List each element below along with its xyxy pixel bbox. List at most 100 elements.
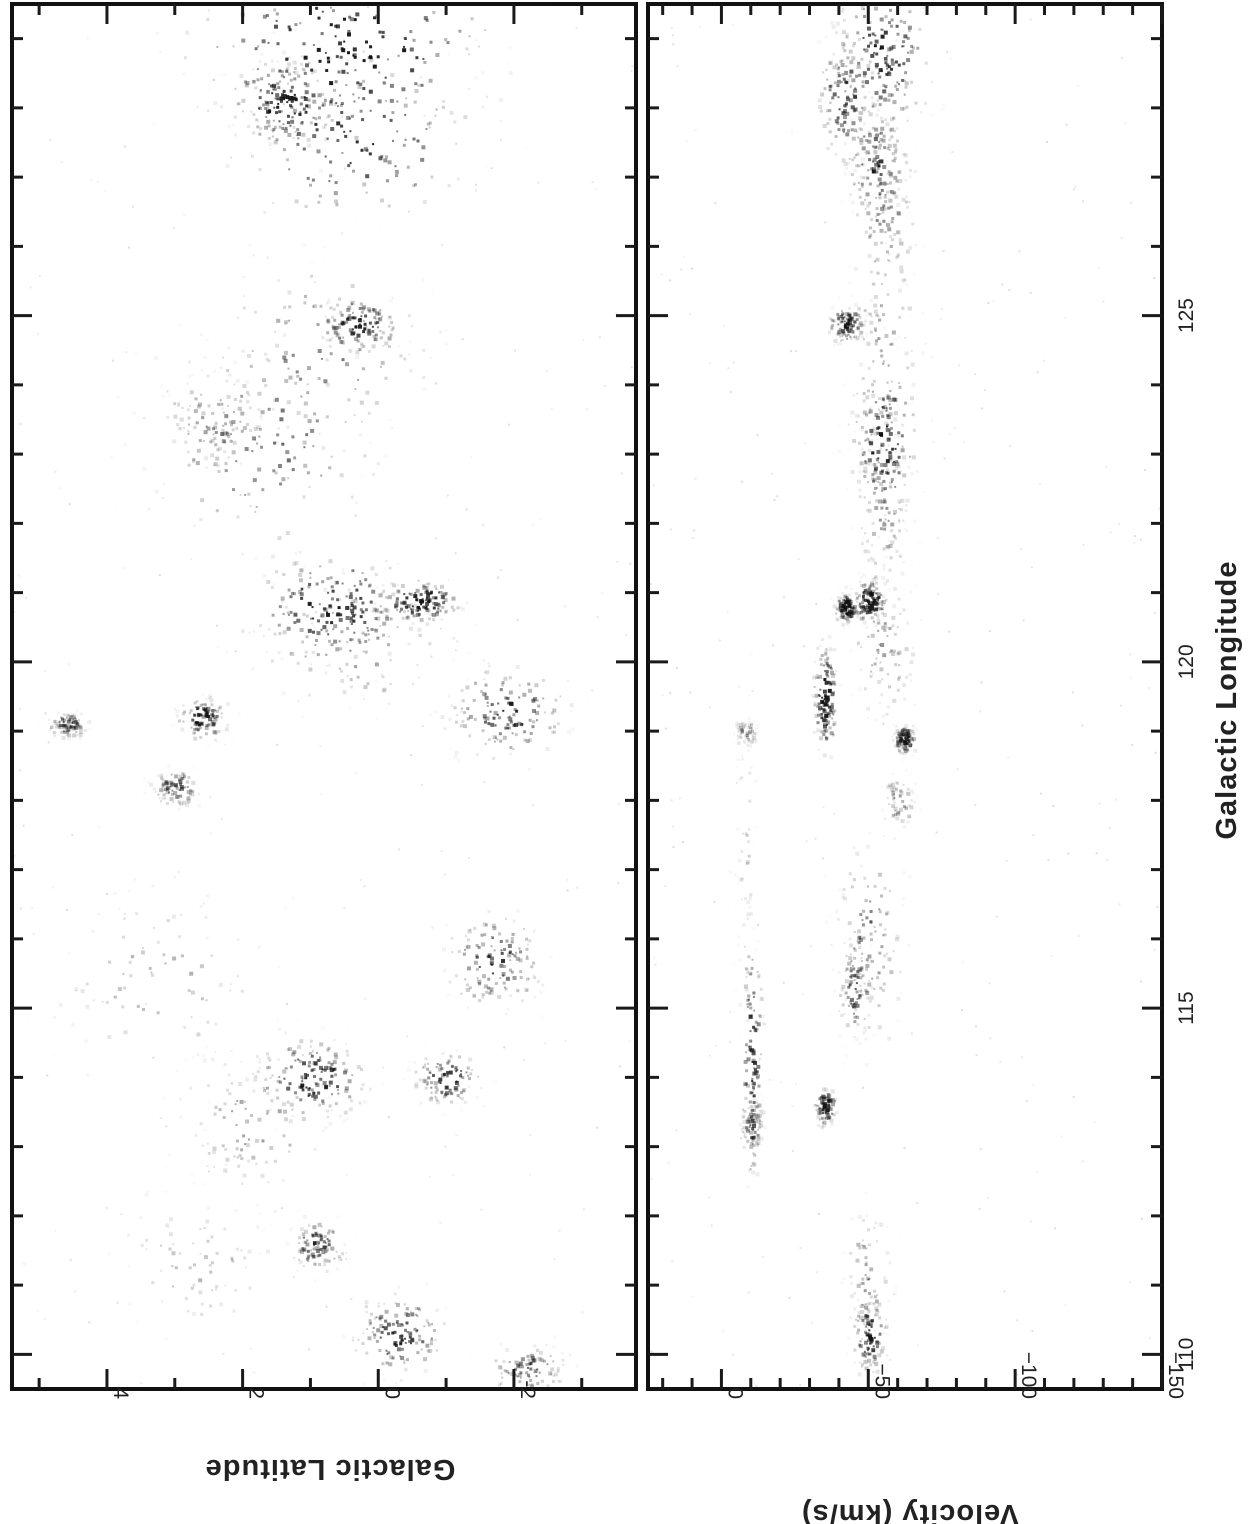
latitude-map-emission-pixel [254,86,258,89]
latitude-map-emission-pixel [323,245,326,248]
latitude-map-emission-pixel [550,1367,555,1372]
latitude-map-emission-pixel [337,1215,340,1218]
velocity-map-emission-pixel [898,288,902,293]
velocity-map-emission-pixel [895,460,899,464]
latitude-map-emission-pixel [179,777,183,781]
latitude-map-emission-pixel [238,1154,242,1158]
velocity-map-emission-pixel [891,152,895,156]
latitude-map-emission-pixel [281,93,284,97]
latitude-map-emission-pixel [442,601,446,605]
velocity-map-emission-pixel [858,110,863,115]
velocity-map-emission-pixel [837,600,840,602]
velocity-map-emission-pixel [841,606,844,609]
latitude-map-emission-pixel [409,369,413,373]
latitude-map-emission-pixel [277,965,280,968]
latitude-map-emission-pixel [430,1338,434,1342]
latitude-map-emission-pixel [302,42,306,46]
latitude-map-emission-pixel [272,119,275,122]
latitude-map-emission-pixel [237,1164,241,1168]
latitude-map-emission-pixel [397,562,400,565]
latitude-map-emission-pixel [163,1096,166,1099]
velocity-map-emission-pixel [874,342,878,346]
velocity-map-emission-pixel [858,116,863,121]
latitude-map-frame [10,2,638,1391]
latitude-map-emission-pixel [336,303,340,307]
latitude-map-noise-speck [532,931,535,934]
latitude-map-emission-pixel [353,599,358,604]
latitude-map-emission-pixel [422,605,426,609]
latitude-map-emission-pixel [272,128,276,131]
velocity-map-emission-pixel [885,122,890,127]
velocity-map-emission-pixel [812,695,815,698]
latitude-map-emission-pixel [305,83,310,88]
velocity-map-noise-speck [768,1078,771,1081]
velocity-map-noise-speck [948,630,951,633]
latitude-map-emission-pixel [431,613,436,618]
latitude-map-emission-pixel [160,776,164,780]
latitude-map-emission-pixel [312,116,315,119]
velocity-map-noise-speck [940,308,943,310]
velocity-map-emission-pixel [880,608,883,611]
latitude-map-emission-pixel [190,990,195,995]
latitude-map-emission-pixel [385,608,390,613]
latitude-map-emission-pixel [410,608,413,611]
latitude-map-emission-pixel [76,709,79,712]
latitude-map-emission-pixel [323,99,327,103]
velocity-map-emission-pixel [897,470,902,475]
latitude-map-emission-pixel [177,800,181,804]
latitude-map-emission-pixel [403,357,407,361]
velocity-map-emission-pixel [904,153,909,158]
velocity-map-emission-pixel [868,158,872,162]
velocity-map-emission-pixel [824,698,829,703]
velocity-map-noise-speck [678,797,681,800]
latitude-map-noise-speck [618,1065,621,1068]
latitude-map-emission-pixel [410,602,413,606]
latitude-map-emission-pixel [311,71,314,75]
latitude-map-emission-pixel [307,61,311,65]
velocity-map-emission-pixel [868,600,873,605]
latitude-map-noise-speck [516,619,519,622]
velocity-map-emission-pixel [884,334,889,338]
latitude-map-emission-pixel [66,713,70,717]
velocity-map-emission-pixel [813,703,817,707]
latitude-map-emission-pixel [522,692,527,697]
latitude-map-noise-speck [37,333,40,336]
latitude-map-emission-pixel [176,403,180,407]
latitude-map-noise-speck [582,339,585,342]
velocity-map-noise-speck [710,1224,713,1227]
velocity-map-emission-pixel [893,191,897,195]
latitude-map-noise-speck [262,635,265,638]
velocity-map-emission-pixel [900,571,905,576]
velocity-map-emission-pixel [870,71,874,75]
latitude-map-emission-pixel [467,966,471,971]
latitude-map-emission-pixel [346,1117,349,1120]
velocity-map-emission-pixel [826,122,830,126]
latitude-map-emission-pixel [201,714,206,719]
latitude-map-emission-pixel [315,419,319,423]
velocity-map-emission-pixel [880,34,885,39]
latitude-map-emission-pixel [256,78,260,82]
latitude-map-emission-pixel [345,320,349,324]
latitude-map-emission-pixel [353,654,358,659]
latitude-map-emission-pixel [492,716,496,720]
latitude-map-emission-pixel [281,1102,286,1107]
latitude-map-emission-pixel [300,1249,304,1254]
velocity-map-emission-pixel [862,620,867,625]
velocity-map-emission-pixel [843,49,847,53]
velocity-map-emission-pixel [877,499,882,504]
latitude-map-emission-pixel [244,447,249,451]
velocity-map-emission-pixel [867,44,870,48]
velocity-map-emission-pixel [879,138,883,141]
velocity-map-emission-pixel [920,111,923,114]
velocity-map-emission-pixel [880,354,884,358]
velocity-map-emission-pixel [832,723,836,727]
velocity-map-emission-pixel [833,648,837,652]
latitude-map-emission-pixel [434,585,437,588]
latitude-map-emission-pixel [228,1092,232,1096]
velocity-map-emission-pixel [880,459,883,462]
velocity-map-emission-pixel [816,705,820,709]
velocity-map-emission-pixel [839,60,843,63]
velocity-map-emission-pixel [903,748,906,751]
latitude-map-emission-pixel [560,1351,564,1355]
latitude-map-emission-pixel [515,709,519,713]
